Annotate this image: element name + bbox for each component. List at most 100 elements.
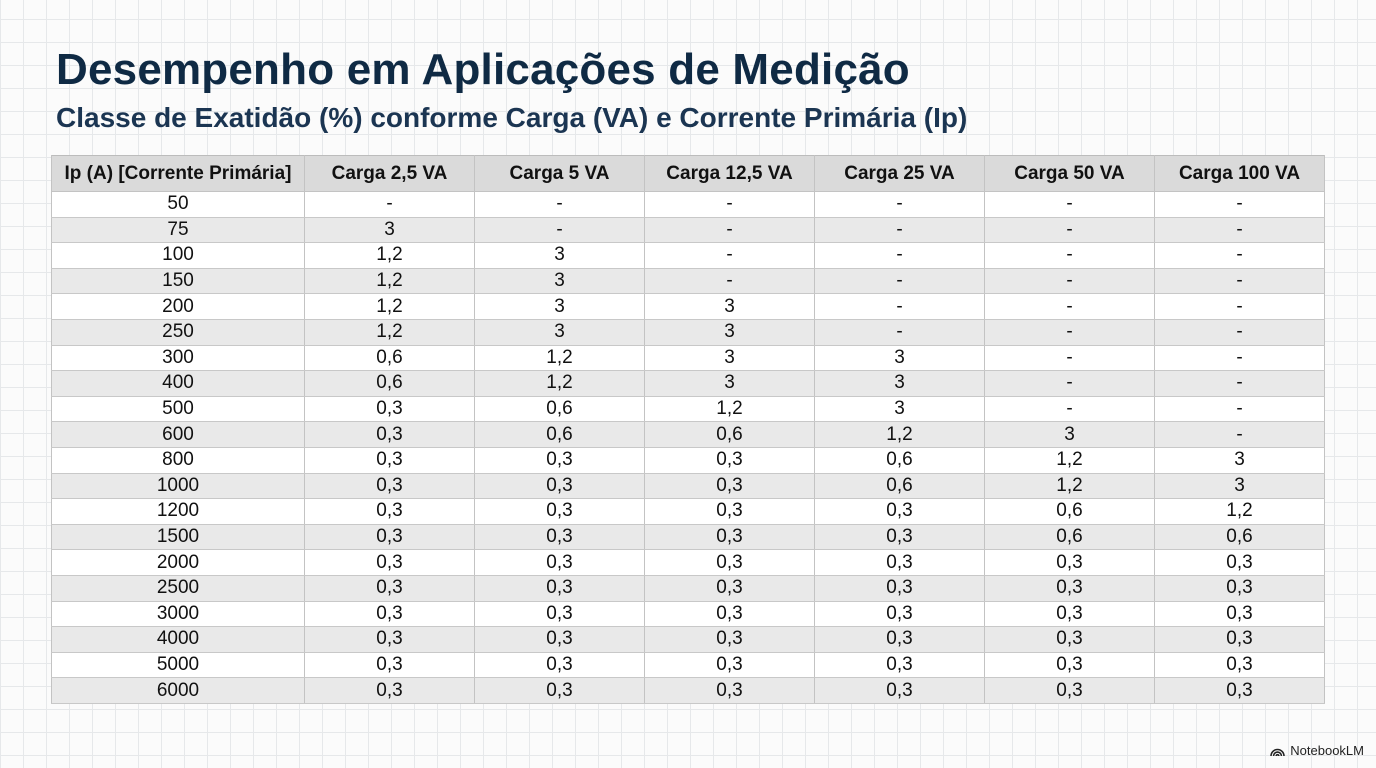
cell-25va: 0,3 [814,652,985,679]
cell-25va: 0,3 [814,575,985,602]
table-row: 100 1,2 3- - - - [51,242,1325,269]
cell-25va: 0,3 [814,626,985,653]
cell-50va: - [984,370,1155,397]
cell-50va: - [984,191,1155,218]
cell-25va: 0,3 [814,524,985,551]
cell-25va: 3 [814,396,985,423]
table-row: 1200 0,3 0,3 0,3 0,3 0,6 1,2 [51,498,1325,525]
cell-50va: - [984,217,1155,244]
cell-12-5va: 0,3 [644,575,815,602]
cell-2-5va: 0,6 [304,370,475,397]
cell-ip: 2000 [51,549,305,576]
table-row: 1000 0,3 0,3 0,3 0,6 1,2 3 [51,473,1325,500]
cell-ip: 150 [51,268,305,295]
cell-12-5va: - [644,242,815,269]
cell-50va: - [984,293,1155,320]
cell-50va: 0,6 [984,524,1155,551]
cell-5va: 1,2 [474,345,645,372]
cell-12-5va: 0,6 [644,421,815,448]
cell-2-5va: 0,3 [304,447,475,474]
table-row: 500 0,3 0,6 1,2 3- - [51,396,1325,423]
cell-25va: - [814,293,985,320]
cell-50va: - [984,396,1155,423]
cell-100va: 1,2 [1154,498,1325,525]
cell-100va: 3 [1154,447,1325,474]
cell-50va: 0,3 [984,626,1155,653]
page-subtitle: Classe de Exatidão (%) conforme Carga (V… [56,102,968,133]
cell-2-5va: 0,3 [304,549,475,576]
column-header-5va: Carga 5 VA [474,155,645,192]
table-row: 800 0,3 0,3 0,3 0,6 1,2 3 [51,447,1325,474]
cell-5va: 1,2 [474,370,645,397]
cell-2-5va: - [304,191,475,218]
cell-ip: 200 [51,293,305,320]
table-row: 50- - - - - - [51,191,1325,218]
cell-100va: - [1154,293,1325,320]
cell-2-5va: 0,3 [304,473,475,500]
table-row: 200 1,2 3 3- - - [51,293,1325,320]
cell-ip: 800 [51,447,305,474]
cell-ip: 5000 [51,652,305,679]
cell-12-5va: 3 [644,345,815,372]
table-row: 2000 0,3 0,3 0,3 0,3 0,3 0,3 [51,549,1325,576]
table-row: 600 0,3 0,6 0,6 1,2 3- [51,421,1325,448]
cell-100va: - [1154,370,1325,397]
cell-ip: 500 [51,396,305,423]
cell-12-5va: 3 [644,293,815,320]
cell-ip: 1200 [51,498,305,525]
cell-5va: 0,3 [474,575,645,602]
cell-25va: 0,3 [814,549,985,576]
cell-2-5va: 0,3 [304,498,475,525]
cell-12-5va: 0,3 [644,524,815,551]
cell-ip: 400 [51,370,305,397]
cell-ip: 100 [51,242,305,269]
cell-ip: 600 [51,421,305,448]
cell-12-5va: 3 [644,370,815,397]
cell-ip: 50 [51,191,305,218]
cell-100va: 0,6 [1154,524,1325,551]
cell-12-5va: 1,2 [644,396,815,423]
cell-ip: 75 [51,217,305,244]
cell-2-5va: 1,2 [304,293,475,320]
cell-12-5va: - [644,191,815,218]
cell-100va: 0,3 [1154,575,1325,602]
cell-2-5va: 0,6 [304,345,475,372]
cell-25va: 0,6 [814,447,985,474]
cell-50va: 0,3 [984,677,1155,704]
cell-2-5va: 0,3 [304,677,475,704]
column-header-25va: Carga 25 VA [814,155,985,192]
cell-5va: 0,3 [474,447,645,474]
table-row: 2500 0,3 0,3 0,3 0,3 0,3 0,3 [51,575,1325,602]
cell-12-5va: 0,3 [644,677,815,704]
table-header-row: Ip (A) [Corrente Primária] Carga 2,5 VA … [51,155,1325,192]
cell-100va: 0,3 [1154,652,1325,679]
cell-ip: 6000 [51,677,305,704]
accuracy-table-container: Ip (A) [Corrente Primária] Carga 2,5 VA … [51,155,1325,704]
cell-50va: - [984,345,1155,372]
cell-2-5va: 3 [304,217,475,244]
table-row: 300 0,6 1,2 3 3- - [51,345,1325,372]
cell-12-5va: 0,3 [644,473,815,500]
cell-100va: 3 [1154,473,1325,500]
cell-2-5va: 1,2 [304,268,475,295]
cell-25va: 1,2 [814,421,985,448]
cell-5va: 0,3 [474,473,645,500]
cell-5va: - [474,217,645,244]
cell-50va: 1,2 [984,447,1155,474]
cell-5va: 3 [474,319,645,346]
cell-2-5va: 0,3 [304,524,475,551]
cell-2-5va: 1,2 [304,242,475,269]
cell-25va: - [814,319,985,346]
cell-50va: - [984,319,1155,346]
cell-5va: 0,3 [474,498,645,525]
cell-25va: 0,3 [814,677,985,704]
table-row: 400 0,6 1,2 3 3- - [51,370,1325,397]
table-row: 5000 0,3 0,3 0,3 0,3 0,3 0,3 [51,652,1325,679]
cell-25va: 0,3 [814,498,985,525]
column-header-2-5va: Carga 2,5 VA [304,155,475,192]
table-body: 50- - - - - -75 3- - - - -100 1,2 3- - - -150 1,2 3- - - -20… [51,191,1325,704]
cell-100va: - [1154,242,1325,269]
cell-ip: 1500 [51,524,305,551]
cell-25va: 3 [814,345,985,372]
brand-label: NotebookLM [1290,743,1364,758]
